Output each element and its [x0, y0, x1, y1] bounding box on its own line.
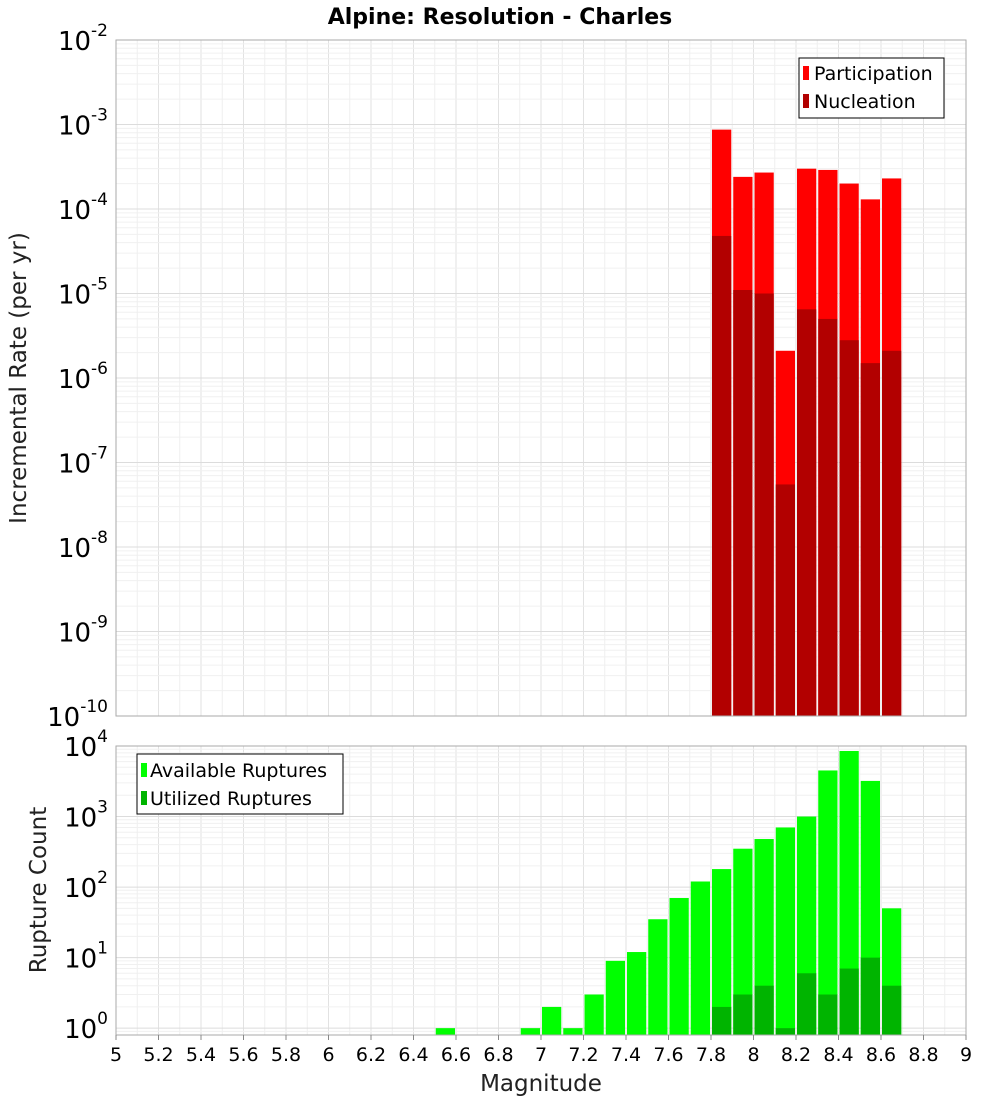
count-panel: 100 101 102 103 104 Rupture Count Available …	[26, 727, 972, 1097]
count-bar-series-0	[712, 869, 732, 1035]
legend-swatch-utilized	[141, 791, 147, 805]
rate-bar-series-1	[882, 350, 902, 716]
count-bar-series-0	[627, 952, 647, 1035]
rate-grid	[115, 39, 967, 717]
x-tick-label: 6.8	[483, 1044, 513, 1066]
rate-y-tick-label: 10-5	[58, 275, 108, 311]
x-tick-label: 8	[747, 1044, 759, 1066]
x-tick-label: 8.8	[908, 1044, 938, 1066]
x-tick-label: 7.6	[653, 1044, 683, 1066]
rate-legend: Participation Nucleation	[798, 57, 945, 119]
x-tick-label: 5.8	[271, 1044, 301, 1066]
count-bar-series-1	[775, 1028, 795, 1035]
rate-y-tick-label: 10-8	[58, 528, 108, 564]
count-y-ticks: 100 101 102 103 104	[64, 727, 108, 1045]
count-y-tick-label: 104	[64, 727, 108, 763]
count-y-tick-label: 102	[64, 868, 108, 904]
count-y-tick-label: 101	[64, 939, 108, 975]
magnitude-x-ticks: 5 5.2 5.4 5.6 5.8 6 6.2 6.4 6.6 6.8 7 7.2 7.4 7.6 7.8 8…	[110, 1035, 972, 1066]
count-y-axis-label: Rupture Count	[26, 807, 52, 973]
legend-label-participation: Participation	[814, 63, 933, 85]
rate-panel: 10-10 10-9 10-8 10-7 10-6 10-5 10-4 10-3 10-2 In…	[6, 21, 967, 733]
x-tick-label: 6.2	[356, 1044, 386, 1066]
count-y-tick-label: 103	[64, 798, 108, 834]
rate-bars	[712, 129, 902, 717]
count-bar-series-0	[669, 898, 689, 1035]
count-bar-series-0	[818, 770, 838, 1035]
count-bar-series-0	[605, 960, 625, 1035]
legend-label-available: Available Ruptures	[150, 760, 327, 782]
x-tick-label: 8.2	[781, 1044, 811, 1066]
count-y-tick-label: 100	[64, 1009, 108, 1045]
rate-y-tick-label: 10-3	[58, 106, 108, 142]
count-bar-series-1	[754, 985, 774, 1035]
chart-title: Alpine: Resolution - Charles	[328, 5, 673, 30]
count-bar-series-0	[775, 827, 795, 1035]
x-tick-label: 5	[110, 1044, 122, 1066]
rate-bar-series-1	[818, 318, 838, 716]
count-bar-series-0	[435, 1028, 455, 1035]
x-tick-label: 7.2	[568, 1044, 598, 1066]
rate-bar-series-1	[754, 293, 774, 716]
rate-y-tick-label: 10-7	[58, 444, 108, 480]
rate-y-tick-label: 10-2	[58, 21, 108, 57]
legend-swatch-participation	[803, 66, 809, 80]
count-bar-series-1	[882, 985, 902, 1035]
count-bars	[435, 750, 902, 1035]
x-tick-label: 6	[322, 1044, 334, 1066]
x-tick-label: 7.8	[696, 1044, 726, 1066]
x-tick-label: 5.4	[186, 1044, 216, 1066]
count-bar-series-0	[690, 881, 710, 1035]
x-tick-label: 6.4	[398, 1044, 428, 1066]
count-bar-series-0	[839, 750, 859, 1035]
x-tick-label: 8.6	[866, 1044, 896, 1066]
rate-y-tick-label: 10-10	[47, 697, 108, 733]
x-tick-label: 7.4	[611, 1044, 641, 1066]
count-bar-series-1	[860, 957, 880, 1035]
count-bar-series-0	[542, 1006, 562, 1035]
count-bar-series-0	[520, 1028, 540, 1035]
x-tick-label: 8.4	[823, 1044, 853, 1066]
legend-label-nucleation: Nucleation	[814, 91, 916, 113]
rate-bar-series-1	[775, 484, 795, 716]
legend-swatch-nucleation	[803, 94, 809, 108]
x-tick-label: 9	[960, 1044, 972, 1066]
rate-y-ticks: 10-10 10-9 10-8 10-7 10-6 10-5 10-4 10-3 10-2	[47, 21, 108, 733]
x-tick-label: 6.6	[441, 1044, 471, 1066]
count-bar-series-1	[839, 968, 859, 1035]
count-bar-series-0	[733, 848, 753, 1035]
count-bar-series-0	[563, 1028, 583, 1035]
x-tick-label: 5.2	[143, 1044, 173, 1066]
rate-bar-series-1	[733, 290, 753, 716]
rate-y-tick-label: 10-4	[58, 190, 108, 226]
legend-label-utilized: Utilized Ruptures	[150, 788, 312, 810]
rate-bar-series-1	[839, 340, 859, 716]
count-bar-series-0	[648, 919, 668, 1035]
x-tick-label: 5.6	[228, 1044, 258, 1066]
count-legend: Available Ruptures Utilized Ruptures	[136, 753, 344, 815]
rate-bar-series-1	[797, 309, 817, 716]
rate-y-tick-label: 10-6	[58, 359, 108, 395]
x-axis-label: Magnitude	[480, 1071, 602, 1097]
rate-bar-series-1	[860, 363, 880, 716]
count-bar-series-0	[584, 994, 604, 1035]
count-bar-series-1	[818, 994, 838, 1035]
count-bar-series-1	[733, 994, 753, 1035]
rate-bar-series-1	[712, 235, 732, 716]
rate-y-tick-label: 10-9	[58, 613, 108, 649]
count-bar-series-1	[712, 1006, 732, 1035]
rate-y-axis-label: Incremental Rate (per yr)	[6, 232, 32, 524]
x-tick-label: 7	[535, 1044, 547, 1066]
count-bar-series-1	[797, 973, 817, 1035]
legend-swatch-available	[141, 763, 147, 777]
